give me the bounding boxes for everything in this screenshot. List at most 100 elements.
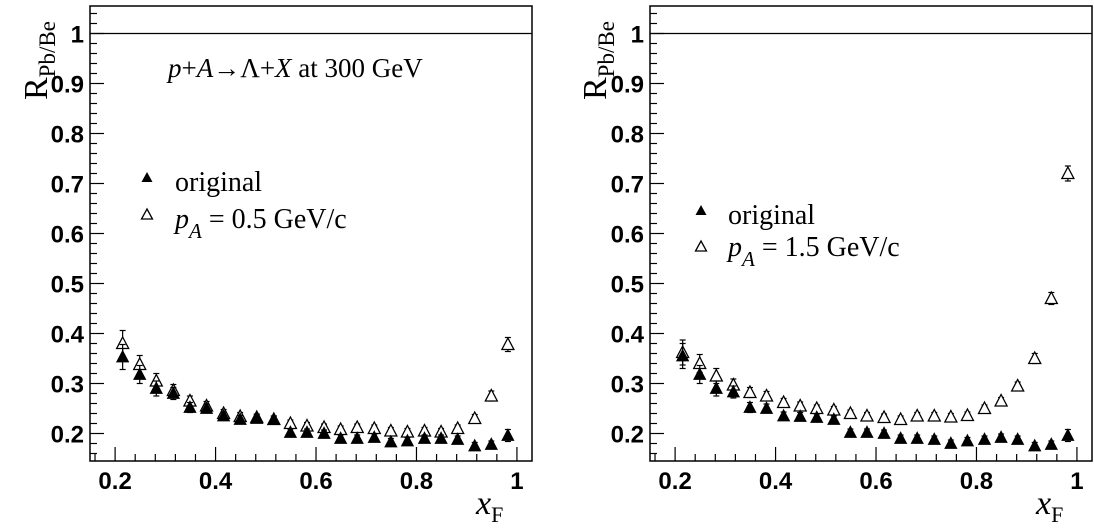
data-point-original <box>759 401 774 414</box>
open-triangle-marker <box>994 393 1009 407</box>
data-point-modified <box>484 388 499 402</box>
filled-triangle-marker <box>893 431 908 444</box>
x-tick-label: 0.8 <box>400 468 433 495</box>
data-point-modified <box>1027 350 1042 365</box>
filled-triangle-marker <box>434 431 448 444</box>
legend-marker-filled-triangle <box>141 172 153 182</box>
filled-triangle-marker <box>810 410 824 423</box>
legend-label-p: p <box>173 204 189 235</box>
data-point-original <box>1061 428 1075 443</box>
x-axis-title: xF <box>475 485 503 527</box>
right-panel: 0.2 0.3 0.4 0.5 0.6 0.7 0.8 0.9 1 0.2 0.4 0.6 0.8 1 R… <box>577 5 1093 527</box>
data-point-original <box>115 343 130 371</box>
data-point-original <box>166 386 181 401</box>
y-axis-title: RPb/Be <box>577 21 619 100</box>
filled-triangle-marker <box>1044 437 1058 450</box>
y-tick-label: 0.3 <box>611 372 644 399</box>
data-point-original <box>233 412 247 425</box>
open-triangle-marker <box>467 410 482 425</box>
data-point-modified <box>350 419 365 434</box>
filled-triangle-marker <box>743 400 757 413</box>
data-point-original <box>183 400 197 414</box>
filled-triangle-marker <box>910 431 924 444</box>
data-point-modified <box>1060 165 1075 182</box>
open-triangle-marker <box>1060 165 1075 180</box>
data-point-original <box>384 434 398 448</box>
open-triangle-marker <box>843 405 858 420</box>
filled-triangle-marker <box>793 409 807 422</box>
legend-label-original: original <box>728 200 815 231</box>
x-tick-label: 0.6 <box>299 468 332 495</box>
data-point-original <box>793 409 807 422</box>
filled-triangle-marker <box>1061 428 1075 441</box>
y-tick-label: 0.6 <box>611 222 644 249</box>
data-point-original <box>367 430 381 443</box>
data-point-original <box>317 426 331 439</box>
data-point-original <box>843 425 858 438</box>
data-point-original <box>743 400 757 414</box>
filled-triangle-marker <box>1011 432 1025 445</box>
y-axis-title-sub: Pb/Be <box>594 21 619 77</box>
filled-triangle-marker <box>417 431 432 444</box>
open-triangle-marker <box>450 420 465 435</box>
data-point-original <box>451 432 465 445</box>
annot-arrow: → <box>213 53 240 83</box>
annot-p: p <box>166 53 182 83</box>
filled-triangle-marker <box>759 401 774 414</box>
annot-X: X <box>274 53 293 83</box>
filled-triangle-marker <box>827 412 841 425</box>
legend-marker-filled-triangle <box>695 205 707 215</box>
filled-triangle-marker <box>675 348 690 362</box>
x-axis-title-main: x <box>1035 485 1051 522</box>
filled-triangle-marker <box>333 431 348 444</box>
y-tick-label: 0.9 <box>611 72 644 99</box>
data-point-modified <box>383 423 398 437</box>
y-axis-title-main: R <box>18 77 55 100</box>
y-tick-label: 0.8 <box>611 122 644 149</box>
filled-triangle-marker <box>384 434 398 448</box>
x-tick-label: 1 <box>1070 468 1083 495</box>
filled-triangle-marker <box>1028 438 1042 452</box>
data-point-modified <box>742 384 758 399</box>
filled-triangle-marker <box>484 437 498 450</box>
data-point-original <box>350 431 364 444</box>
data-point-original <box>810 410 824 423</box>
open-triangle-marker <box>709 368 724 382</box>
y-tick-label: 0.5 <box>51 272 84 299</box>
y-tick-label: 1 <box>71 22 84 49</box>
legend-label-original: original <box>175 167 262 198</box>
filled-triangle-marker <box>960 433 975 447</box>
data-point-modified <box>859 408 875 422</box>
data-point-original <box>994 430 1008 443</box>
data-point-original <box>300 425 314 438</box>
filled-triangle-marker <box>317 426 331 439</box>
y-tick-label: 0.7 <box>611 172 644 199</box>
open-triangle-marker <box>893 411 908 426</box>
open-triangle-marker <box>1027 350 1042 365</box>
data-point-original <box>776 408 791 422</box>
data-point-original <box>893 431 908 444</box>
filled-triangle-marker <box>994 430 1008 443</box>
data-point-modified <box>1010 378 1025 392</box>
open-triangle-marker <box>776 394 791 409</box>
legend-label-pa: pA = 0.5 GeV/c <box>173 204 347 243</box>
open-triangle-marker <box>943 409 958 423</box>
data-point-original <box>726 384 741 399</box>
data-point-modified <box>467 410 482 425</box>
filled-triangle-marker <box>977 432 992 445</box>
x-tick-label: 0.6 <box>859 468 892 495</box>
data-point-original <box>283 425 298 438</box>
data-point-modified <box>759 388 774 402</box>
legend-label-value: = 1.5 GeV/c <box>755 232 900 263</box>
data-point-modified <box>977 400 992 415</box>
filled-triangle-marker <box>216 408 231 422</box>
legend-marker-open-triangle <box>140 207 154 220</box>
legend-label-value: = 0.5 GeV/c <box>202 204 347 235</box>
y-tick-label: 0.2 <box>51 422 84 449</box>
y-tick-label: 0.2 <box>611 422 644 449</box>
annot-plus-1: + <box>182 53 197 83</box>
data-point-original <box>960 433 975 447</box>
filled-triangle-marker <box>451 432 465 445</box>
filled-triangle-marker <box>166 386 181 399</box>
filled-triangle-marker <box>843 425 858 438</box>
